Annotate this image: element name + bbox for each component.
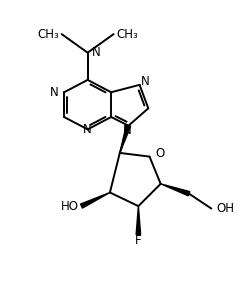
Text: HO: HO: [60, 200, 78, 212]
Polygon shape: [161, 184, 190, 196]
Text: N: N: [92, 46, 101, 59]
Text: N: N: [141, 76, 150, 88]
Polygon shape: [80, 192, 110, 208]
Text: N: N: [123, 124, 132, 137]
Text: N: N: [50, 86, 59, 99]
Text: CH₃: CH₃: [117, 28, 138, 41]
Text: O: O: [155, 147, 164, 160]
Text: F: F: [135, 233, 142, 247]
Polygon shape: [120, 125, 131, 153]
Text: OH: OH: [217, 202, 235, 215]
Text: N: N: [83, 123, 92, 136]
Text: CH₃: CH₃: [37, 28, 59, 41]
Polygon shape: [136, 206, 141, 235]
